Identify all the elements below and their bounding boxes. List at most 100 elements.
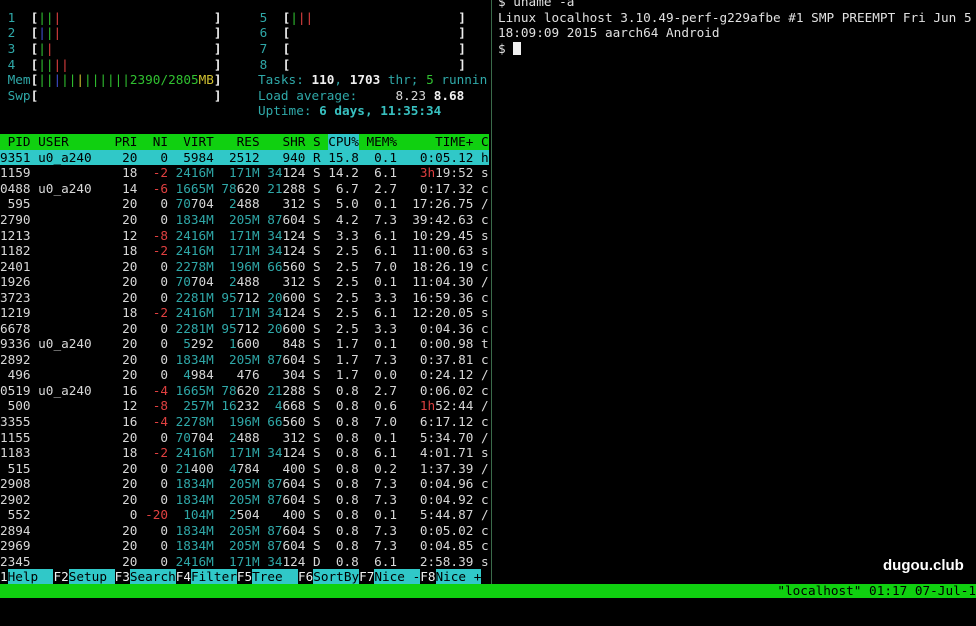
process-row[interactable]: 2790 20 0 1834M 205M 87604 S 4.2 7.3 39:42.63 c: [0, 212, 489, 228]
fkey-label[interactable]: Filter: [191, 569, 237, 585]
cell-time: 0:05.12: [419, 149, 474, 165]
column-header-cpu[interactable]: CPU%: [328, 134, 359, 150]
window-list[interactable]: 0] 0:bash*: [15, 597, 92, 612]
cell-shr: 400: [282, 460, 306, 476]
cell-s: S: [313, 196, 321, 212]
process-row[interactable]: 2345 20 0 2416M 171M 34124 D 0.8 6.1 2:58.39 s: [0, 554, 489, 570]
process-table-header[interactable]: PID USER PRI NI VIRT RES SHR S CPU% MEM% TIME+ C: [0, 134, 489, 150]
value-high-digits: 5: [183, 336, 191, 352]
cell-pid: 9336: [0, 336, 31, 352]
fkey-label[interactable]: Setup: [68, 569, 115, 585]
process-row[interactable]: 1213 12 -8 2416M 171M 34124 S 3.3 6.1 10:29.45 s: [0, 228, 489, 244]
process-row[interactable]: 0519 u0_a240 16 -4 1665M 78620 21288 S 0.8 2.7 0:0…: [0, 383, 489, 399]
cell-s: S: [313, 507, 321, 523]
process-row[interactable]: 2969 20 0 1834M 205M 87604 S 0.8 7.3 0:04.85 c: [0, 538, 489, 554]
meter-bar-segment: |: [53, 25, 62, 41]
column-header-pri[interactable]: PRI: [114, 134, 138, 150]
process-row[interactable]: 2894 20 0 1834M 205M 87604 S 0.8 7.3 0:05.02 c: [0, 523, 489, 539]
column-header-time[interactable]: TIME+: [435, 134, 474, 150]
terminal-text: $ uname -a: [498, 0, 575, 10]
cell-shr: 34124: [267, 165, 306, 181]
fkey-f2[interactable]: F2: [53, 569, 69, 585]
cell-mem: 0.1: [374, 336, 397, 352]
process-row[interactable]: 0488 u0_a240 14 -6 1665M 78620 21288 S 6.7 2.7 0:1…: [0, 181, 489, 197]
fkey-f4[interactable]: F4: [175, 569, 192, 585]
fkey-f8[interactable]: F8: [420, 569, 436, 585]
cell-pid: 1182: [0, 243, 31, 259]
fkey-f7[interactable]: F7: [359, 569, 375, 585]
process-row[interactable]: 496 20 0 4984 476 304 S 1.7 0.0 0:24.12 /: [0, 367, 489, 383]
process-row[interactable]: 552 0 -20 104M 2504 400 S 0.8 0.1 5:44.87 /: [0, 507, 489, 523]
process-row[interactable]: 9336 u0_a240 20 0 5292 1600 848 S 1.7 0.1 0:00.98 t: [0, 336, 489, 352]
fkey-label[interactable]: Nice -: [374, 569, 421, 585]
value-high-digits: 34: [267, 305, 283, 321]
spacer: [15, 25, 30, 40]
meter-bar-segment: |: [38, 25, 46, 41]
cell-res: 95712: [221, 289, 260, 305]
fkey-label[interactable]: Tree: [252, 569, 298, 585]
cell-res: 4784: [229, 460, 260, 476]
mem-bar: ||||||||||||2390/2805MB: [38, 72, 214, 88]
fkey-f5[interactable]: F5: [236, 569, 253, 585]
tasks-running: 5: [426, 72, 434, 88]
process-row[interactable]: 2908 20 0 1834M 205M 87604 S 0.8 7.3 0:04.96 c: [0, 476, 489, 492]
cell-cpu: 6.7: [335, 180, 359, 196]
meter-label: 8: [259, 56, 268, 72]
process-row[interactable]: 1219 18 -2 2416M 171M 34124 S 2.5 6.1 12:20.05 s: [0, 305, 489, 321]
cell-pri: 20: [122, 460, 138, 476]
process-row[interactable]: 500 12 -8 257M 16232 4668 S 0.8 0.6 1h52:44 /: [0, 398, 489, 414]
process-row[interactable]: 2902 20 0 1834M 205M 87604 S 0.8 7.3 0:04.92 c: [0, 492, 489, 508]
cell-s: S: [313, 258, 321, 274]
cell-mem: 0.1: [374, 429, 397, 445]
process-row[interactable]: 3355 16 -4 2278M 196M 66560 S 0.8 7.0 6:17.12 c: [0, 414, 489, 430]
process-row[interactable]: 1155 20 0 70704 2488 312 S 0.8 0.1 5:34.70 /: [0, 430, 489, 446]
column-header-mem[interactable]: MEM%: [366, 134, 398, 150]
column-header-pid[interactable]: PID: [7, 134, 31, 150]
process-row[interactable]: 2892 20 0 1834M 205M 87604 S 1.7 7.3 0:37.81 c: [0, 352, 489, 368]
cell-mem: 6.1: [374, 553, 397, 569]
column-header-virt[interactable]: VIRT: [183, 134, 214, 150]
process-row[interactable]: 1926 20 0 70704 2488 312 S 2.5 0.1 11:04.30 /: [0, 274, 489, 290]
column-header-ni[interactable]: NI: [152, 134, 168, 150]
column-header-user[interactable]: USER: [38, 134, 69, 150]
column-header-shr[interactable]: SHR: [282, 134, 306, 150]
process-row[interactable]: 9351 u0_a240 20 0 5984 2512 940 R 15.8 0.1 0:05.12…: [0, 149, 489, 166]
process-row[interactable]: 6678 20 0 2281M 95712 20600 S 2.5 3.3 0:04.36 c: [0, 321, 489, 337]
spacer: [0, 57, 8, 72]
column-header-s[interactable]: S: [313, 134, 321, 150]
terminal-text: Linux localhost 3.10.49-perf-g229afbe #1…: [498, 9, 972, 25]
cell-cpu: 1.7: [335, 351, 359, 367]
column-header-c[interactable]: C: [480, 134, 489, 150]
terminal-prompt-line[interactable]: $: [498, 41, 521, 57]
cell-c: h: [480, 149, 489, 165]
cell-virt: 257M: [183, 398, 214, 414]
fkey-label[interactable]: Help: [7, 569, 54, 585]
meter-bracket: [: [30, 25, 39, 41]
cell-time: 0:24.12: [419, 367, 474, 383]
uptime-label: Uptime:: [258, 103, 320, 119]
fkey-f6[interactable]: F6: [297, 569, 314, 585]
fkey-f3[interactable]: F3: [114, 569, 130, 585]
value-high-digits: 21: [175, 460, 191, 476]
process-row[interactable]: 2401 20 0 2278M 196M 66560 S 2.5 7.0 18:26.19 c: [0, 259, 489, 275]
fkey-label[interactable]: SortBy: [313, 569, 360, 585]
meter-bar-segment: |: [290, 9, 298, 25]
cell-time: 18:26.19: [412, 258, 474, 274]
column-header-res[interactable]: RES: [236, 134, 260, 150]
process-row[interactable]: 3723 20 0 2281M 95712 20600 S 2.5 3.3 16:59.36 c: [0, 290, 489, 306]
load-5: 8.68: [433, 87, 465, 103]
process-row[interactable]: 1159 18 -2 2416M 171M 34124 S 14.2 6.1 3h19:52 s: [0, 165, 489, 181]
process-row[interactable]: 595 20 0 70704 2488 312 S 5.0 0.1 17:26.75 /: [0, 196, 489, 212]
fkey-label[interactable]: Search: [129, 569, 176, 585]
cell-shr: 400: [282, 507, 306, 523]
process-row[interactable]: 1182 18 -2 2416M 171M 34124 S 2.5 6.1 11:00.63 s: [0, 243, 489, 259]
fkey-label[interactable]: Nice +: [435, 569, 482, 585]
cell-cpu: 15.8: [328, 149, 359, 165]
fkey-1[interactable]: 1: [0, 569, 8, 585]
process-row[interactable]: 1183 18 -2 2416M 171M 34124 S 0.8 6.1 4:01.71 s: [0, 445, 489, 461]
process-row[interactable]: 515 20 0 21400 4784 400 S 0.8 0.2 1:37.39 /: [0, 461, 489, 477]
cell-pid: 2892: [0, 351, 31, 367]
pane-separator[interactable]: [491, 0, 492, 584]
cell-pid: 0519: [0, 382, 31, 398]
value-high-digits: 70: [175, 429, 191, 445]
